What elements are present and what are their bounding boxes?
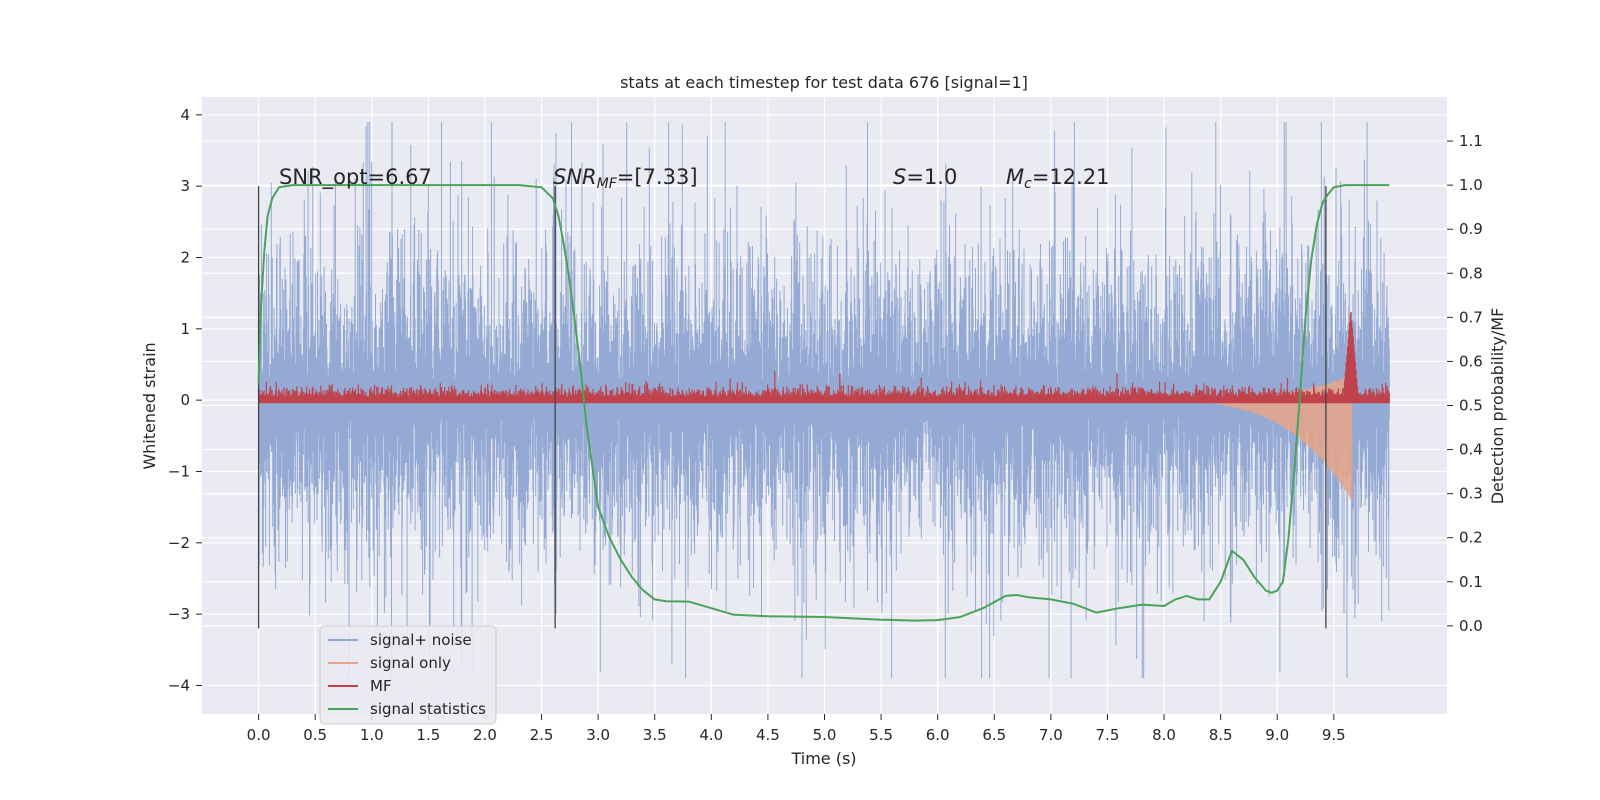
s-value: =1.0 — [906, 165, 957, 189]
y-axis-ticks: 4 3 2 1 0 −1 −2 −3 −4 — [168, 106, 202, 694]
right-tick-label: 0.1 — [1459, 573, 1483, 591]
right-axis-label: Detection probability/MF — [1488, 308, 1507, 505]
right-tick-label: 0.7 — [1459, 308, 1483, 326]
y-tick-label: 1 — [180, 320, 190, 338]
x-axis-label: Time (s) — [790, 749, 856, 768]
right-tick-label: 0.5 — [1459, 397, 1483, 415]
x-tick-label: 9.5 — [1322, 726, 1346, 744]
x-tick-label: 3.0 — [586, 726, 610, 744]
right-tick-label: 0.3 — [1459, 485, 1483, 503]
signal-statistics-line — [257, 184, 1390, 622]
legend-label-noise: signal+ noise — [370, 631, 472, 649]
right-tick-label: 1.1 — [1459, 132, 1483, 150]
snr-mf-annotation: SNRMF=[7.33] — [553, 165, 698, 192]
x-tick-label: 8.5 — [1209, 726, 1233, 744]
s-annotation: S=1.0 — [893, 165, 957, 189]
x-tick-label: 0.0 — [247, 726, 271, 744]
snr-mf-main: SNR — [553, 165, 597, 189]
right-tick-label: 0.2 — [1459, 529, 1483, 547]
y-tick-label: 0 — [180, 391, 190, 409]
right-tick-label: 0.9 — [1459, 220, 1483, 238]
x-tick-label: 9.0 — [1265, 726, 1289, 744]
y-tick-label: −1 — [168, 462, 190, 480]
s-label: S — [893, 165, 906, 189]
y-axis-label: Whitened strain — [140, 342, 159, 469]
right-tick-label: 1.0 — [1459, 176, 1483, 194]
right-tick-label: 0.0 — [1459, 617, 1483, 635]
x-tick-label: 1.0 — [360, 726, 384, 744]
y-tick-label: 3 — [180, 177, 190, 195]
legend-box — [319, 625, 497, 725]
y-tick-label: 4 — [180, 106, 190, 124]
x-tick-label: 2.0 — [473, 726, 497, 744]
x-tick-label: 1.5 — [416, 726, 440, 744]
x-tick-label: 7.0 — [1039, 726, 1063, 744]
x-tick-label: 0.5 — [303, 726, 327, 744]
snr-mf-value: =[7.33] — [617, 165, 698, 189]
x-tick-label: 4.5 — [756, 726, 780, 744]
mc-annotation: Mc=12.21 — [1006, 165, 1110, 192]
legend-label-mf: MF — [370, 677, 392, 695]
snr-mf-sub: MF — [597, 176, 618, 192]
right-tick-label: 0.6 — [1459, 352, 1483, 370]
y-tick-label: −4 — [168, 676, 190, 694]
mc-value: =12.21 — [1032, 165, 1110, 189]
right-axis-ticks: 1.1 1.0 0.9 0.8 0.7 0.6 0.5 0.4 0.3 0.2 0.1 0.0 — [1447, 132, 1483, 635]
x-tick-label: 8.0 — [1152, 726, 1176, 744]
x-tick-label: 2.5 — [530, 726, 554, 744]
right-tick-label: 0.8 — [1459, 264, 1483, 282]
x-tick-label: 5.5 — [869, 726, 893, 744]
mc-sub: c — [1024, 176, 1032, 192]
x-tick-label: 7.5 — [1096, 726, 1120, 744]
right-tick-label: 0.4 — [1459, 441, 1483, 459]
y-tick-label: 2 — [180, 248, 190, 266]
x-tick-label: 3.5 — [643, 726, 667, 744]
x-tick-label: 5.0 — [813, 726, 837, 744]
mc-label: M — [1006, 165, 1024, 189]
chart-title: stats at each timestep for test data 676… — [620, 73, 1028, 92]
x-tick-label: 6.0 — [926, 726, 950, 744]
y-tick-label: −2 — [168, 534, 190, 552]
x-axis-ticks: 0.0 0.5 1.0 1.5 2.0 2.5 3.0 3.5 4.0 4.5 5.0 5.5 6.0 6… — [247, 714, 1346, 744]
y-tick-label: −3 — [168, 605, 190, 623]
legend-label-signal: signal only — [370, 654, 451, 672]
vertical-markers — [257, 186, 1327, 629]
snr-opt-annotation: SNR_opt=6.67 — [279, 165, 432, 190]
legend-label-stats: signal statistics — [370, 700, 486, 718]
legend: signal+ noise signal only MF signal stat… — [319, 625, 497, 725]
signal-statistics-series — [257, 184, 1390, 622]
x-tick-label: 4.0 — [699, 726, 723, 744]
x-tick-label: 6.5 — [982, 726, 1006, 744]
